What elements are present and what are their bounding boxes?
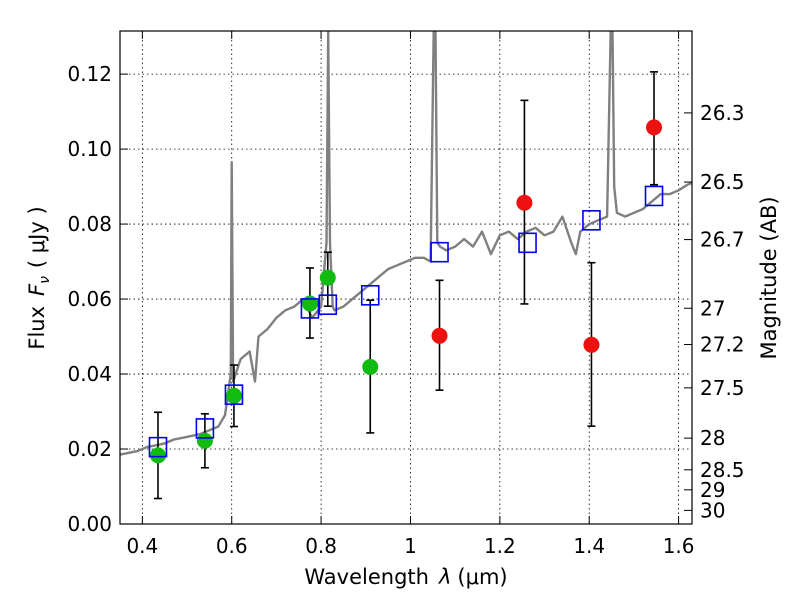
data-point-hst bbox=[516, 194, 533, 211]
mag-tick-label: 28 bbox=[700, 426, 725, 450]
x-tick-label: 0.8 bbox=[305, 534, 337, 558]
mag-tick-label: 30 bbox=[700, 498, 725, 522]
y-tick-label: 0.08 bbox=[67, 212, 112, 236]
mag-tick-label: 27.2 bbox=[700, 333, 745, 357]
mag-tick-label: 26.5 bbox=[700, 170, 745, 194]
axes: 0.4 0.6 0.8 1 1.2 1.4 1.6 0.00 0.02 0.04 0.06 0.08 0… bbox=[67, 30, 745, 558]
y-tick-label: 0.10 bbox=[67, 137, 112, 161]
y-tick-label: 0.06 bbox=[67, 287, 112, 311]
synthetic-point bbox=[195, 418, 215, 439]
data-point-hst bbox=[431, 327, 448, 344]
synthetic-point bbox=[430, 241, 449, 263]
x-tick-label: 1 bbox=[404, 534, 417, 558]
y-tick-label: 0.02 bbox=[67, 437, 112, 461]
mag-tick-label: 29 bbox=[700, 478, 725, 502]
data-points bbox=[148, 71, 664, 500]
model-spectrum bbox=[120, 31, 692, 456]
grid bbox=[120, 31, 692, 525]
mag-tick-label: 27 bbox=[700, 296, 725, 320]
data-point-hst bbox=[583, 336, 600, 353]
data-point-ground bbox=[362, 358, 379, 375]
data-point-ground bbox=[149, 447, 166, 464]
data-point-ground bbox=[225, 387, 242, 404]
data-point-ground bbox=[301, 295, 318, 312]
synthetic-point bbox=[582, 210, 601, 231]
x-tick-label: 0.6 bbox=[216, 534, 248, 558]
x-tick-label: 1.4 bbox=[573, 534, 605, 558]
x-tick-label: 1.2 bbox=[484, 534, 516, 558]
y2-axis-label: Magnitude (AB) bbox=[757, 196, 781, 359]
synthetic-point bbox=[644, 185, 664, 207]
mag-tick-label: 28.5 bbox=[700, 458, 745, 482]
mag-tick-label: 27.5 bbox=[700, 376, 745, 400]
x-tick-label: 0.4 bbox=[126, 534, 158, 558]
synthetic-point bbox=[148, 436, 168, 458]
synthetic-point bbox=[360, 285, 380, 306]
synthetic-point bbox=[224, 384, 244, 405]
synthetic-point bbox=[518, 232, 537, 254]
y-tick-label: 0.00 bbox=[67, 512, 112, 536]
synthetic-point bbox=[318, 294, 338, 315]
x-axis-label: Wavelength λ (μm) bbox=[304, 565, 507, 589]
synthetic-point bbox=[300, 298, 320, 319]
y-tick-label: 0.04 bbox=[67, 362, 112, 386]
data-point-ground bbox=[319, 269, 336, 286]
plot-frame bbox=[119, 30, 693, 525]
mag-tick-label: 26.3 bbox=[700, 101, 745, 125]
data-point-hst bbox=[646, 119, 663, 136]
x-tick-label: 1.6 bbox=[663, 534, 695, 558]
model-spectrum-line bbox=[120, 31, 692, 456]
data-point-ground bbox=[196, 432, 213, 449]
mag-tick-label: 26.7 bbox=[700, 228, 745, 252]
y-tick-label: 0.12 bbox=[67, 62, 112, 86]
y-axis-label: FluxFν( μJy ) bbox=[25, 206, 53, 349]
